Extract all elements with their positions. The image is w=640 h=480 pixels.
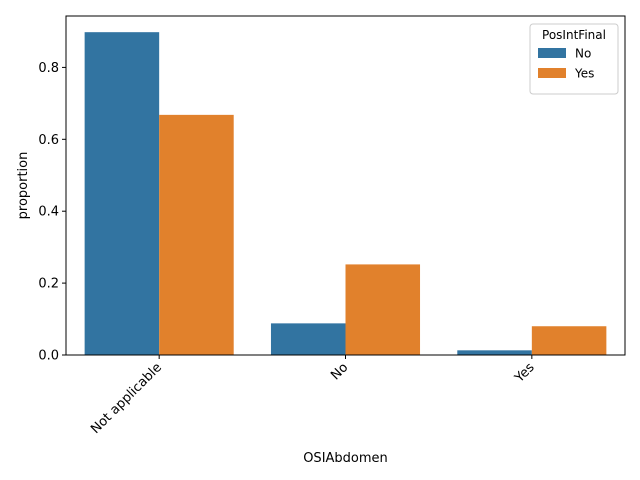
legend-label-no: No bbox=[575, 47, 591, 61]
x-tick-label: Yes bbox=[511, 360, 537, 386]
bars-group bbox=[84, 32, 607, 356]
y-tick-label: 0.4 bbox=[38, 205, 59, 220]
legend-title: PosIntFinal bbox=[542, 28, 606, 42]
x-tick-label: No bbox=[328, 360, 351, 383]
legend: PosIntFinal No Yes bbox=[529, 23, 619, 95]
legend-swatch-yes bbox=[538, 68, 566, 78]
bar-not-applicable-no bbox=[84, 32, 160, 355]
bar-not-applicable-yes bbox=[159, 114, 234, 356]
bar-yes-yes bbox=[531, 326, 607, 355]
y-tick-label: 0.8 bbox=[38, 61, 59, 76]
bar-no-yes bbox=[345, 264, 421, 355]
x-tick-label: Not applicable bbox=[88, 360, 165, 437]
bar-no-no bbox=[270, 323, 346, 355]
x-axis: Not applicable No Yes bbox=[88, 355, 538, 437]
legend-label-yes: Yes bbox=[574, 67, 594, 81]
y-tick-label: 0.2 bbox=[38, 277, 59, 292]
y-axis-label: proportion bbox=[16, 152, 31, 220]
bar-yes-no bbox=[457, 350, 532, 355]
y-tick-label: 0.0 bbox=[38, 349, 59, 364]
legend-swatch-no bbox=[538, 48, 566, 58]
x-axis-label: OSIAbdomen bbox=[303, 451, 388, 466]
y-tick-label: 0.6 bbox=[38, 133, 59, 148]
y-axis: 0.0 0.2 0.4 0.6 0.8 bbox=[38, 61, 66, 364]
legend-items: No Yes bbox=[538, 47, 594, 81]
